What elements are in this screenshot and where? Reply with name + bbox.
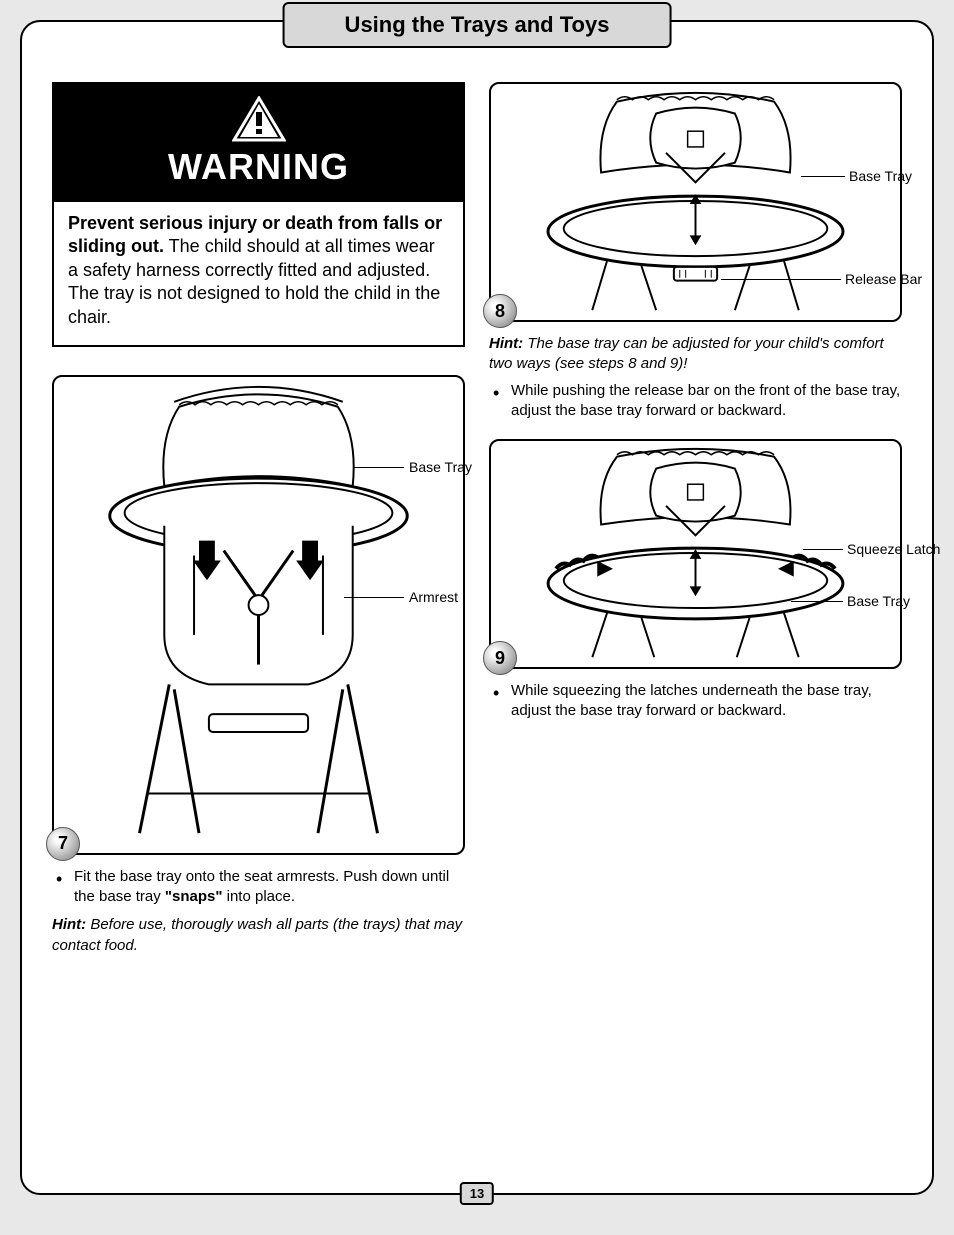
leader-line: [354, 467, 404, 468]
step9-text: While squeezing the latches underneath t…: [489, 681, 902, 722]
step-badge-8: 8: [483, 294, 517, 328]
callout-armrest-7: Armrest: [409, 589, 458, 605]
warning-header: WARNING: [54, 84, 463, 202]
figure-8: Base Tray Release Bar 8: [489, 82, 902, 322]
figure-9: Squeeze Latch Base Tray 9: [489, 439, 902, 669]
warning-box: WARNING Prevent serious injury or death …: [52, 82, 465, 347]
leader-line: [721, 279, 841, 280]
leader-line: [803, 549, 843, 550]
warning-heading: WARNING: [54, 146, 463, 188]
step8-bullet: While pushing the release bar on the fro…: [511, 381, 902, 422]
figure-7: Base Tray Armrest 7: [52, 375, 465, 855]
page-title: Using the Trays and Toys: [345, 12, 610, 37]
callout-squeeze-latch-9: Squeeze Latch: [847, 541, 940, 557]
right-column: Base Tray Release Bar 8 Hint: The base t…: [489, 82, 902, 956]
highchair-illustration-8: [491, 84, 900, 320]
left-column: WARNING Prevent serious injury or death …: [52, 82, 465, 956]
callout-base-tray-7: Base Tray: [409, 459, 472, 475]
step7-bullet: Fit the base tray onto the seat armrests…: [74, 867, 465, 908]
callout-base-tray-8: Base Tray: [849, 168, 912, 184]
highchair-illustration-9: [491, 441, 900, 667]
leader-line: [344, 597, 404, 598]
warning-icon: [232, 96, 286, 142]
step8-text: While pushing the release bar on the fro…: [489, 381, 902, 422]
highchair-illustration-7: [54, 377, 463, 853]
hint-7: Hint: Before use, thorougly wash all par…: [52, 915, 465, 956]
step-badge-7: 7: [46, 827, 80, 861]
warning-body: Prevent serious injury or death from fal…: [54, 202, 463, 345]
page-title-banner: Using the Trays and Toys: [283, 2, 672, 48]
step-badge-9: 9: [483, 641, 517, 675]
callout-release-bar-8: Release Bar: [845, 271, 922, 287]
manual-page: Using the Trays and Toys WARNING: [20, 20, 934, 1195]
callout-base-tray-9: Base Tray: [847, 593, 910, 609]
step9-bullet: While squeezing the latches underneath t…: [511, 681, 902, 722]
leader-line: [791, 601, 843, 602]
page-number: 13: [460, 1182, 494, 1205]
content-columns: WARNING Prevent serious injury or death …: [52, 22, 902, 956]
hint-8: Hint: The base tray can be adjusted for …: [489, 334, 902, 375]
leader-line: [801, 176, 845, 177]
step7-text: Fit the base tray onto the seat armrests…: [52, 867, 465, 908]
